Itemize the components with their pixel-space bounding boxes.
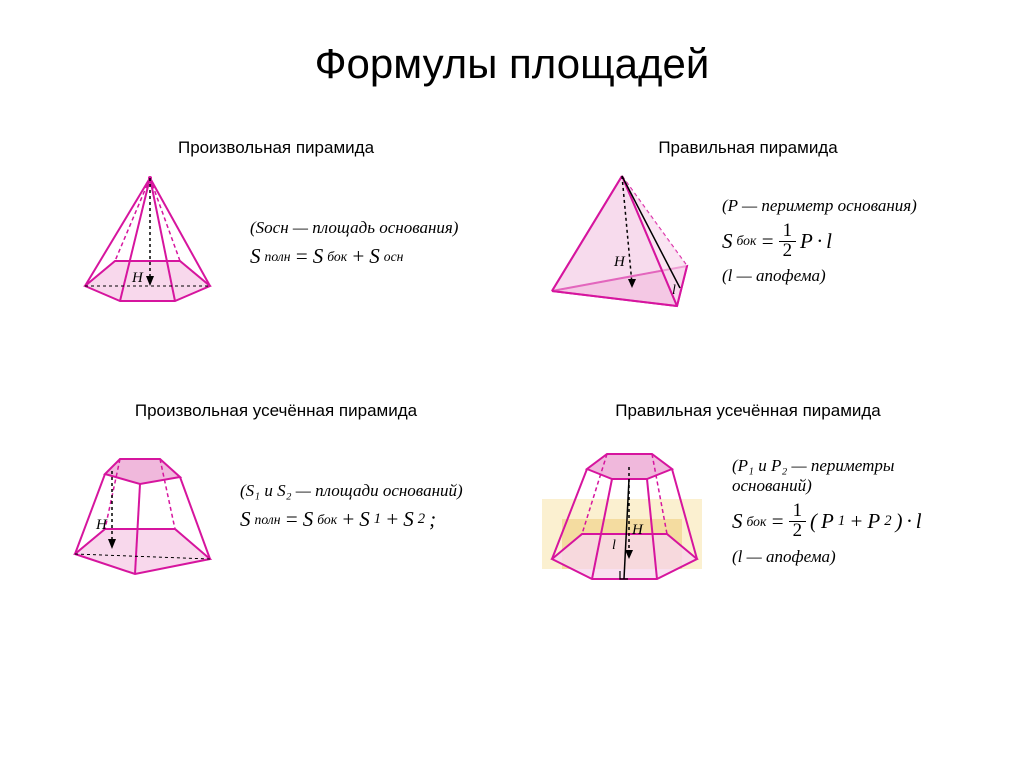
formula-text: Sбок = 12 P · l	[722, 222, 917, 261]
cell-arbitrary-truncated: Произвольная усечённая пирамида	[60, 401, 492, 594]
note-text: (P — периметр основания)	[722, 196, 917, 216]
note-text: (Sосн — площадь основания)	[250, 218, 458, 238]
diagram-regular-pyramid: H l	[532, 166, 707, 316]
note-text: (P₁ и P₂ — периметры оснований)	[732, 456, 964, 496]
cell-title: Произвольная пирамида	[60, 138, 492, 158]
formula-text: Sполн = Sбок + Sосн	[250, 244, 458, 269]
cell-regular-truncated: Правильная усечённая пирамида	[532, 401, 964, 594]
page-title: Формулы площадей	[60, 40, 964, 88]
svg-text:l: l	[672, 283, 676, 298]
note-text-2: (l — апофема)	[732, 547, 964, 567]
diagram-regular-truncated: H l	[532, 429, 717, 594]
formula-text: Sбок = 12 (P1 + P2) · l	[732, 502, 964, 541]
cell-regular-pyramid: Правильная пирамида	[532, 138, 964, 331]
svg-text:H: H	[131, 270, 144, 286]
cell-title: Произвольная усечённая пирамида	[60, 401, 492, 421]
diagram-arbitrary-pyramid: H	[60, 166, 235, 321]
cell-title: Правильная усечённая пирамида	[532, 401, 964, 421]
svg-text:H: H	[95, 517, 108, 533]
svg-text:H: H	[631, 522, 644, 538]
formula-text: Sполн = Sбок + S1 + S2 ;	[240, 507, 463, 532]
cell-arbitrary-pyramid: Произвольная пирамида	[60, 138, 492, 331]
formula-grid: Произвольная пирамида	[60, 138, 964, 594]
svg-text:H: H	[613, 254, 626, 270]
diagram-arbitrary-truncated: H	[60, 429, 225, 584]
note-text: (S₁ и S₂ — площади оснований)	[240, 481, 463, 501]
svg-text:l: l	[612, 538, 616, 553]
note-text-2: (l — апофема)	[722, 266, 917, 286]
cell-title: Правильная пирамида	[532, 138, 964, 158]
